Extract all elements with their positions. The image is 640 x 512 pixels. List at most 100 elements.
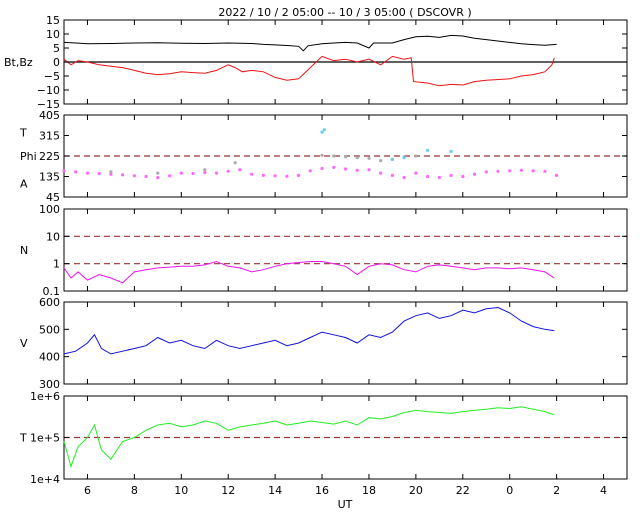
x-tick-label-2: 10 <box>174 484 188 497</box>
data-point-angles-0-3 <box>97 171 101 176</box>
panel-temperature: 1e+6 1e+5 1e+4 T <box>19 390 628 486</box>
data-point-angles-0-36 <box>484 170 488 174</box>
data-point-angles-0-14 <box>226 169 230 173</box>
data-point-angles-0-4 <box>109 172 113 176</box>
panel-speed: 600 500 400 300 V <box>20 296 628 391</box>
data-point-angles-0-19 <box>285 174 289 178</box>
panel-angles: 405 315 225 135 45 T Phi A <box>19 109 628 204</box>
data-point-angles-1-1 <box>156 171 160 175</box>
y-tick-label-density-0: 100 <box>39 203 60 216</box>
x-tick-label-6: 18 <box>362 484 376 497</box>
data-point-angles-0-0 <box>62 169 66 173</box>
y-tick-label-bfield-5: −10 <box>37 84 60 97</box>
data-point-angles-0-6 <box>132 174 136 178</box>
data-point-angles-0-15 <box>238 168 242 172</box>
data-point-angles-0-37 <box>496 169 500 173</box>
data-point-angles-0-31 <box>426 174 430 179</box>
data-point-angles-1-7 <box>355 156 359 160</box>
data-point-angles-0-12 <box>203 171 207 175</box>
y-tick-label-speed-2: 400 <box>39 351 60 364</box>
y-tick-label-density-2: 1 <box>53 258 60 271</box>
data-point-angles-0-32 <box>437 176 441 180</box>
data-point-angles-2-0 <box>320 130 324 134</box>
x-tick-label-3: 12 <box>221 484 235 497</box>
series-line-temperature-0 <box>63 406 555 469</box>
x-tick-labels: 6 8 10 12 14 16 18 20 22 0 2 4 <box>84 484 607 497</box>
data-point-angles-0-10 <box>179 171 183 175</box>
series-dots-angles-0 <box>62 165 559 180</box>
data-point-angles-0-16 <box>250 172 254 176</box>
x-tick-label-0: 6 <box>84 484 91 497</box>
panel-frame-density <box>63 208 628 292</box>
data-point-angles-0-25 <box>355 168 359 172</box>
x-tick-label-7: 20 <box>409 484 423 497</box>
data-point-angles-0-1 <box>74 170 78 174</box>
data-point-angles-0-40 <box>531 169 535 173</box>
data-point-angles-0-7 <box>144 174 148 179</box>
chart-title: 2022 / 10 / 2 05:00 -- 10 / 3 05:00 ( DS… <box>218 6 471 19</box>
y-axis-label-angles-1: Phi <box>20 150 37 163</box>
data-point-angles-2-2 <box>390 157 394 161</box>
x-tick-label-10: 2 <box>553 484 560 497</box>
panel-density: 100 10 1 0.1 N <box>20 203 628 298</box>
data-point-angles-1-4 <box>320 153 324 157</box>
y-tick-label-speed-0: 600 <box>39 296 60 309</box>
panel-frame-speed <box>63 301 628 385</box>
data-point-angles-1-12 <box>414 154 418 158</box>
data-point-angles-0-2 <box>85 171 90 175</box>
x-tick-label-11: 4 <box>600 484 607 497</box>
y-tick-label-bfield-2: 5 <box>53 42 60 55</box>
y-tick-label-angles-2: 225 <box>39 150 60 163</box>
x-tick-label-9: 0 <box>506 484 513 497</box>
data-point-angles-0-34 <box>461 174 465 179</box>
data-point-angles-0-41 <box>543 169 547 173</box>
data-point-angles-2-4 <box>426 148 430 152</box>
y-axis-label-angles-2: A <box>20 177 28 190</box>
y-tick-label-bfield-1: 10 <box>46 28 60 41</box>
data-point-angles-0-35 <box>472 172 477 176</box>
data-point-angles-0-26 <box>367 168 371 172</box>
data-point-angles-0-28 <box>390 173 394 177</box>
data-point-angles-0-23 <box>332 165 336 169</box>
y-tick-label-temperature-2: 1e+4 <box>30 473 60 486</box>
data-point-angles-0-5 <box>121 173 125 177</box>
series-line-speed-0 <box>63 306 555 355</box>
y-tick-label-bfield-6: −15 <box>37 98 60 111</box>
y-tick-label-angles-0: 405 <box>39 109 60 122</box>
y-axis-label-angles-0: T <box>19 127 27 140</box>
y-tick-label-angles-1: 315 <box>39 130 60 143</box>
data-point-angles-0-38 <box>508 169 512 173</box>
y-axis-label-bfield-0: Bt,Bz <box>4 56 33 69</box>
series-line-bfield-1 <box>63 55 555 87</box>
x-tick-label-1: 8 <box>131 484 138 497</box>
y-tick-label-bfield-3: 0 <box>53 56 60 69</box>
data-point-angles-1-6 <box>343 155 348 159</box>
y-tick-label-density-3: 0.1 <box>43 285 61 298</box>
data-point-angles-2-5 <box>449 149 453 153</box>
y-tick-label-density-1: 10 <box>46 230 60 243</box>
data-point-angles-2-3 <box>402 156 406 160</box>
data-point-angles-0-30 <box>414 171 418 175</box>
data-point-angles-1-0 <box>109 170 113 174</box>
series-dots-angles-1 <box>109 153 418 175</box>
series-line-density-0 <box>63 260 555 284</box>
x-tick-label-4: 14 <box>268 484 282 497</box>
y-tick-label-temperature-0: 1e+6 <box>30 390 60 403</box>
panels-group: 151050−5−10−15Bt,Bz40531522513545TPhiA10… <box>4 14 628 486</box>
y-axis-label-density-0: N <box>20 244 28 257</box>
data-point-angles-1-8 <box>367 156 371 160</box>
data-point-angles-0-39 <box>519 168 524 172</box>
y-tick-label-speed-3: 300 <box>39 378 60 391</box>
x-axis-label: UT <box>338 498 353 511</box>
data-point-angles-1-9 <box>379 159 383 163</box>
data-point-angles-0-13 <box>214 171 219 175</box>
data-point-angles-1-3 <box>233 161 237 165</box>
y-tick-label-angles-4: 45 <box>46 191 60 204</box>
y-axis-label-temperature-0: T <box>19 432 27 445</box>
data-point-angles-1-5 <box>332 154 336 158</box>
x-tick-label-8: 22 <box>456 484 470 497</box>
data-point-angles-0-17 <box>261 173 265 177</box>
data-point-angles-0-29 <box>402 176 406 180</box>
